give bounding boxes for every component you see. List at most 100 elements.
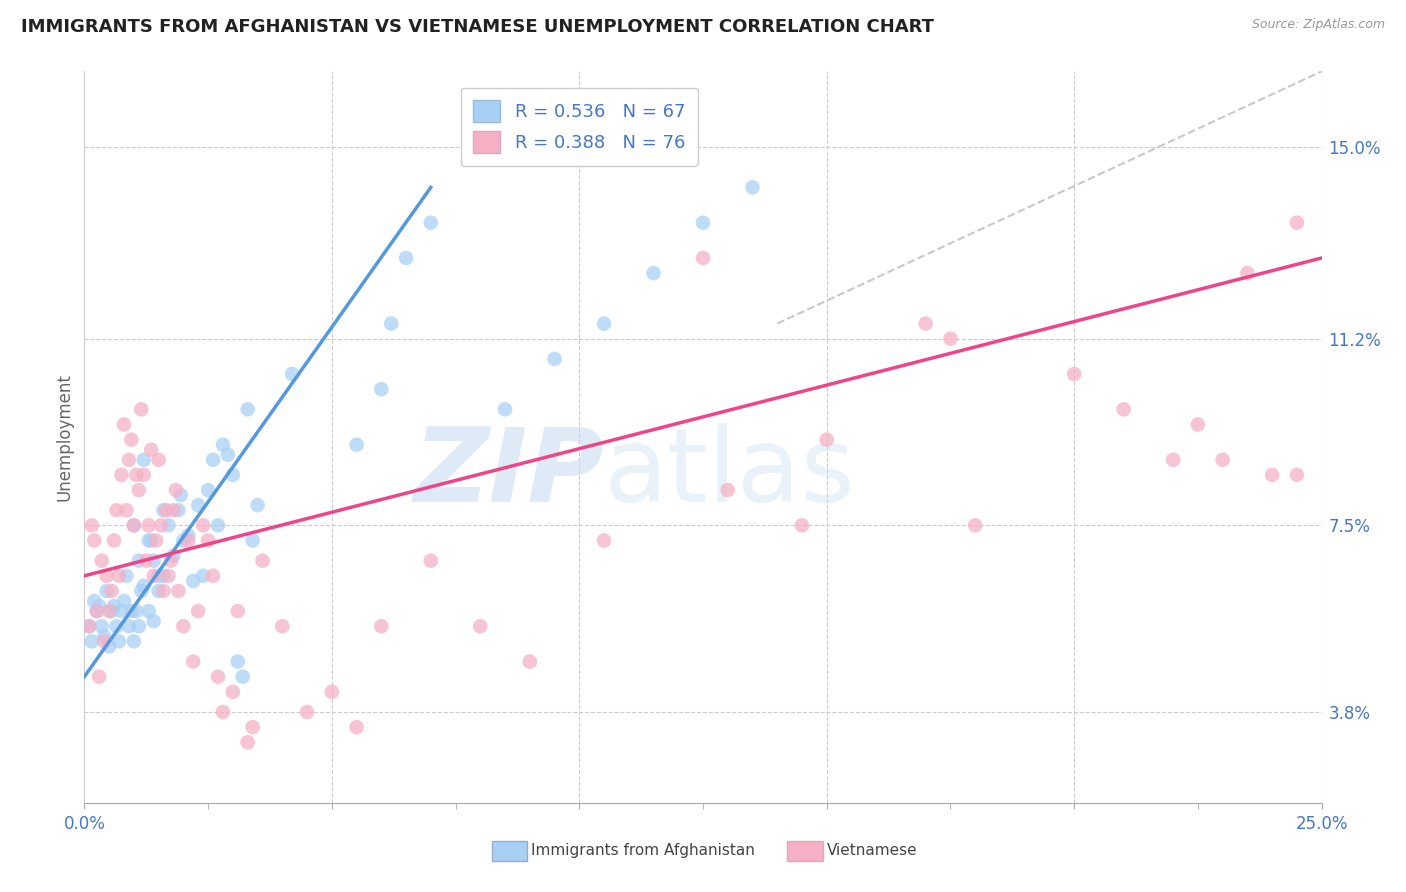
Point xyxy=(419,554,441,568)
Point xyxy=(96,569,118,583)
Y-axis label: Unemployment: Unemployment xyxy=(55,373,73,501)
Point xyxy=(83,533,105,548)
Point xyxy=(1063,367,1085,381)
Point xyxy=(152,583,174,598)
Point xyxy=(152,503,174,517)
Point xyxy=(80,518,103,533)
Point xyxy=(129,583,152,598)
Point xyxy=(141,533,163,548)
Point xyxy=(79,619,101,633)
Point xyxy=(167,583,190,598)
Point xyxy=(181,574,204,588)
Point xyxy=(160,554,183,568)
Point xyxy=(98,604,121,618)
Point xyxy=(246,498,269,512)
Point xyxy=(100,583,122,598)
Point xyxy=(105,503,128,517)
Point xyxy=(177,528,200,542)
Point xyxy=(1187,417,1209,432)
Point xyxy=(132,579,155,593)
Point xyxy=(187,604,209,618)
Point xyxy=(965,518,987,533)
Point xyxy=(643,266,665,280)
Point xyxy=(172,533,194,548)
Point xyxy=(115,503,138,517)
Point xyxy=(717,483,740,497)
Point xyxy=(295,705,318,719)
Point xyxy=(1285,216,1308,230)
Point xyxy=(162,549,184,563)
Point xyxy=(236,402,259,417)
Point xyxy=(128,619,150,633)
Point xyxy=(142,569,165,583)
Point xyxy=(89,599,111,613)
Point xyxy=(100,604,122,618)
Point xyxy=(141,442,163,457)
Point xyxy=(110,604,132,618)
Point xyxy=(93,634,115,648)
Point xyxy=(242,720,264,734)
Point xyxy=(370,619,392,633)
Point xyxy=(321,685,343,699)
Point xyxy=(135,554,157,568)
Point xyxy=(162,503,184,517)
Point xyxy=(191,569,214,583)
Point xyxy=(1285,467,1308,482)
Point xyxy=(543,351,565,366)
Text: atlas: atlas xyxy=(605,423,856,524)
Point xyxy=(242,533,264,548)
Point xyxy=(1212,452,1234,467)
Point xyxy=(692,216,714,230)
Point xyxy=(108,634,131,648)
Point xyxy=(187,498,209,512)
Point xyxy=(914,317,936,331)
Point xyxy=(252,554,274,568)
Point xyxy=(145,533,167,548)
Point xyxy=(138,604,160,618)
Point xyxy=(395,251,418,265)
Point xyxy=(112,417,135,432)
Point xyxy=(470,619,492,633)
Point xyxy=(236,735,259,749)
Point xyxy=(167,503,190,517)
Point xyxy=(79,619,101,633)
Point xyxy=(89,670,111,684)
Point xyxy=(197,483,219,497)
Point xyxy=(112,594,135,608)
Point xyxy=(197,533,219,548)
Point xyxy=(122,634,145,648)
Point xyxy=(120,604,142,618)
Point xyxy=(96,583,118,598)
Point xyxy=(939,332,962,346)
Point xyxy=(177,533,200,548)
Text: Source: ZipAtlas.com: Source: ZipAtlas.com xyxy=(1251,18,1385,31)
Text: Vietnamese: Vietnamese xyxy=(827,844,917,858)
Point xyxy=(142,554,165,568)
Point xyxy=(212,705,235,719)
Point xyxy=(172,619,194,633)
Point xyxy=(207,518,229,533)
Point xyxy=(1161,452,1184,467)
Point xyxy=(170,488,193,502)
Point xyxy=(222,467,245,482)
Point xyxy=(132,452,155,467)
Point xyxy=(142,614,165,628)
Point xyxy=(125,467,148,482)
Point xyxy=(115,569,138,583)
Point xyxy=(157,569,180,583)
Point xyxy=(150,518,173,533)
Point xyxy=(692,251,714,265)
Point xyxy=(148,452,170,467)
Point xyxy=(93,629,115,643)
Point xyxy=(148,583,170,598)
Point xyxy=(128,483,150,497)
Point xyxy=(419,216,441,230)
Text: IMMIGRANTS FROM AFGHANISTAN VS VIETNAMESE UNEMPLOYMENT CORRELATION CHART: IMMIGRANTS FROM AFGHANISTAN VS VIETNAMES… xyxy=(21,18,934,36)
Point xyxy=(129,402,152,417)
Point xyxy=(165,483,187,497)
Point xyxy=(118,619,141,633)
Point xyxy=(217,448,239,462)
Point xyxy=(741,180,763,194)
Point xyxy=(90,554,112,568)
Point xyxy=(157,518,180,533)
